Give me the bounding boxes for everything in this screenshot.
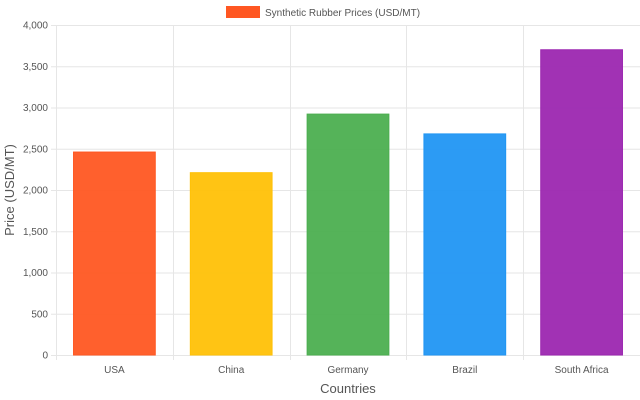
y-tick-label: 3,000 [23, 103, 48, 114]
bars [73, 49, 623, 356]
y-tick-label: 2,500 [23, 144, 48, 155]
x-tick-label: USA [104, 365, 125, 376]
y-tick-label: 1,000 [23, 268, 48, 279]
y-axis-title: Price (USD/MT) [2, 144, 17, 236]
legend-label: Synthetic Rubber Prices (USD/MT) [265, 8, 420, 19]
x-axis-ticks: USA China Germany Brazil South Africa [104, 365, 609, 376]
bar-usa [73, 151, 156, 356]
x-tick-label: South Africa [555, 365, 609, 376]
bar-china [189, 172, 273, 356]
bar-south-africa [540, 49, 623, 356]
bar-germany [306, 113, 390, 356]
y-tick-label: 3,500 [23, 62, 48, 73]
x-axis-title: Countries [320, 381, 376, 396]
y-tick-label: 1,500 [23, 227, 48, 238]
x-tick-label: Germany [327, 365, 368, 376]
legend-swatch [226, 6, 260, 18]
x-tick-label: China [218, 365, 245, 376]
y-tick-label: 4,000 [23, 21, 48, 32]
bar-brazil [423, 133, 507, 356]
legend[interactable]: Synthetic Rubber Prices (USD/MT) [226, 6, 420, 19]
y-tick-label: 2,000 [23, 186, 48, 197]
y-tick-label: 500 [31, 309, 48, 320]
y-axis-ticks: 0 500 1,000 1,500 2,000 2,500 3,000 3,500 4,000 [23, 21, 48, 362]
y-tick-label: 0 [42, 351, 48, 362]
x-tick-label: Brazil [452, 365, 477, 376]
